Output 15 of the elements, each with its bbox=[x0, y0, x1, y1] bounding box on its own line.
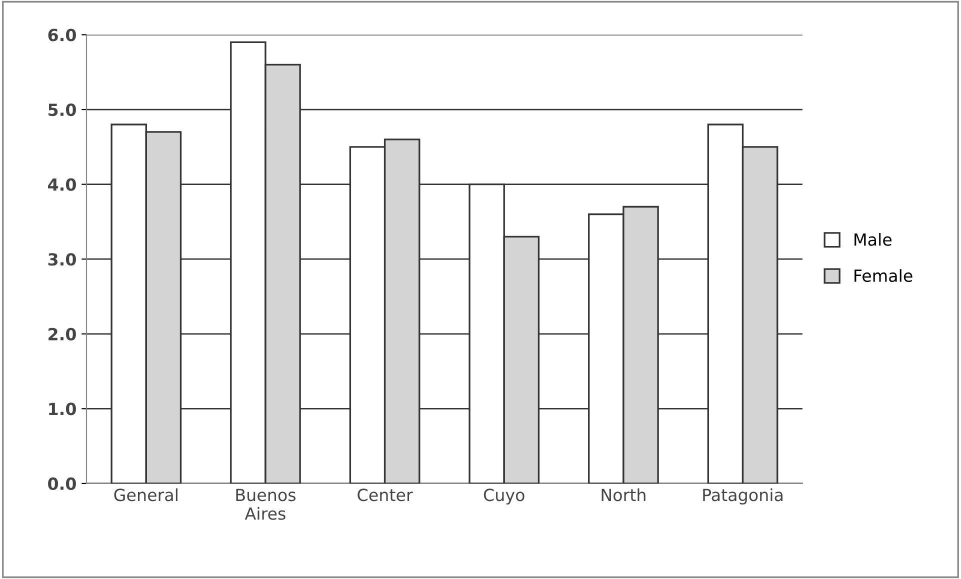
y-tick-label: 5.0 bbox=[48, 103, 76, 116]
x-tick-label: Center bbox=[358, 488, 413, 502]
y-tick-label: 2.0 bbox=[48, 328, 76, 340]
x-tick-label: Patagonia bbox=[703, 488, 782, 504]
y-tick-label: 6.0 bbox=[48, 28, 76, 42]
x-tick-label: General bbox=[114, 488, 178, 502]
y-tick-label: 4.0 bbox=[48, 178, 76, 191]
x-tick-label: Cuyo bbox=[484, 488, 524, 504]
y-tick-label: 3.0 bbox=[48, 253, 76, 266]
x-tick-label: Buenos Aires bbox=[236, 488, 296, 520]
x-tick-label: North bbox=[602, 488, 646, 502]
y-tick-label: 0.0 bbox=[48, 477, 76, 490]
legend-label: Female bbox=[854, 269, 912, 282]
y-tick-label: 1.0 bbox=[49, 402, 76, 416]
legend-label: Male bbox=[854, 232, 892, 246]
